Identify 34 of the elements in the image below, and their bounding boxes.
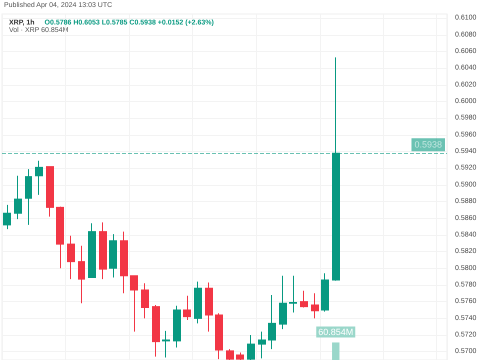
candlestick	[35, 160, 43, 196]
candlestick	[99, 222, 107, 280]
candlestick	[78, 245, 85, 304]
candlestick	[194, 281, 202, 324]
candlestick	[183, 295, 191, 320]
candlestick	[152, 304, 160, 358]
candlestick	[46, 166, 54, 218]
candlestick	[130, 275, 138, 332]
candlestick	[300, 290, 308, 308]
candlestick	[205, 282, 213, 332]
candlestick	[173, 305, 181, 348]
candlestick	[120, 231, 128, 294]
candlestick	[25, 168, 32, 226]
candlestick	[268, 294, 276, 350]
candlestick	[141, 282, 149, 319]
candlestick	[258, 331, 266, 359]
candlestick	[311, 292, 319, 319]
candlestick	[109, 234, 117, 278]
data-label: 60.854M	[318, 326, 354, 337]
candlestick	[247, 334, 255, 360]
candlestick	[3, 204, 11, 230]
candlestick	[321, 272, 329, 312]
candlestick	[162, 330, 170, 358]
candlestick	[332, 56, 340, 282]
candlestick	[279, 275, 287, 330]
candlestick	[56, 206, 64, 269]
candlestick	[289, 275, 297, 313]
candlestick	[236, 352, 244, 360]
candlestick	[67, 235, 75, 280]
ref-line-label: 0.5938	[414, 140, 442, 150]
candlestick	[226, 348, 234, 360]
candlestick	[88, 222, 96, 278]
candlestick	[14, 175, 22, 220]
candlestick	[215, 312, 223, 360]
